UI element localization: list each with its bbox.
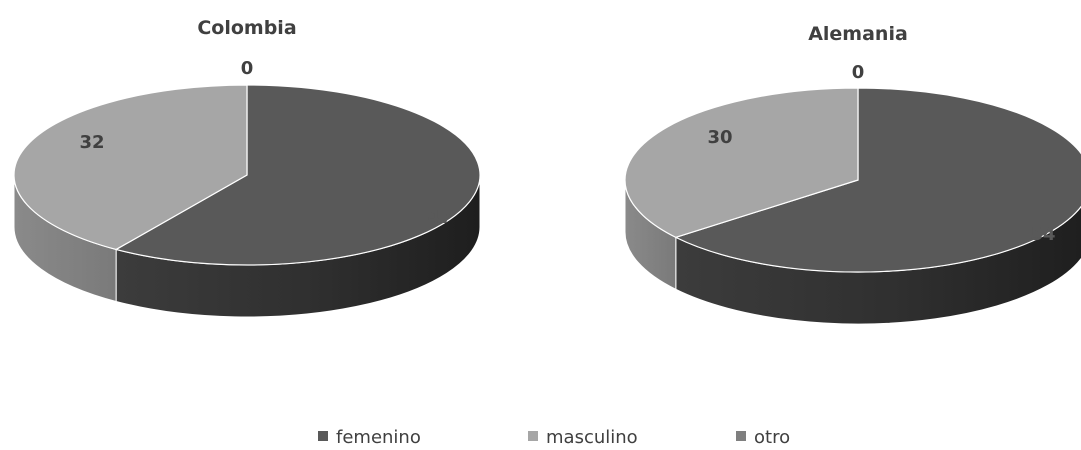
legend-swatch xyxy=(736,431,746,441)
legend-swatch xyxy=(528,431,538,441)
pie-body: 54 30 0 xyxy=(624,62,1081,325)
legend-item-masculino: masculino xyxy=(528,427,638,448)
pie-body: 47 32 0 xyxy=(13,58,481,318)
pie-slice-femenino xyxy=(114,84,481,266)
pie-chart-colombia: Colombia 47 32 0 xyxy=(13,17,481,318)
chart-title: Alemania xyxy=(808,23,908,45)
chart-title: Colombia xyxy=(197,17,296,39)
legend: femenino masculino otro xyxy=(318,427,790,448)
legend-item-otro: otro xyxy=(736,427,790,448)
data-label-masculino: 32 xyxy=(79,132,104,153)
pie-slice-femenino xyxy=(674,87,1081,273)
legend-label: femenino xyxy=(336,427,421,448)
legend-item-femenino: femenino xyxy=(318,427,421,448)
legend-swatch xyxy=(318,431,328,441)
legend-label: otro xyxy=(754,427,790,448)
pie-slice-masculino xyxy=(624,87,859,239)
data-label-femenino: 47 xyxy=(427,207,452,228)
pie-chart-alemania: Alemania 54 30 0 xyxy=(624,23,1081,325)
data-label-otro: 0 xyxy=(241,58,254,79)
data-label-masculino: 30 xyxy=(707,127,732,148)
legend-label: masculino xyxy=(546,427,638,448)
pie-slice-masculino xyxy=(13,84,248,251)
data-label-femenino: 54 xyxy=(1030,224,1055,245)
data-label-otro: 0 xyxy=(852,62,865,83)
